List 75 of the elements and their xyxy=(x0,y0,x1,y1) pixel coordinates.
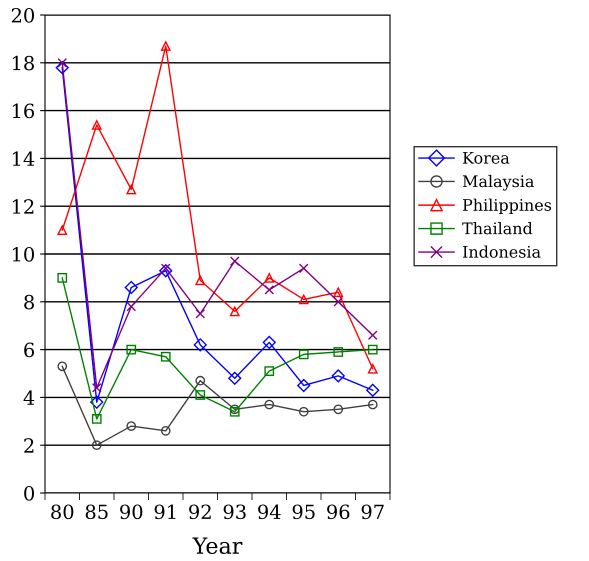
point xyxy=(90,396,104,409)
x-tick-label: 90 xyxy=(120,504,142,520)
point xyxy=(298,350,309,360)
legend-label: Indonesia xyxy=(462,245,541,258)
point xyxy=(368,400,378,410)
point xyxy=(264,366,274,376)
point xyxy=(297,378,310,392)
point xyxy=(264,273,274,283)
point xyxy=(333,287,344,298)
x-tick-label: 96 xyxy=(327,504,350,520)
y-tick-label: 12 xyxy=(12,199,34,214)
point xyxy=(230,306,240,316)
legend-label: Thailand xyxy=(462,222,532,234)
y-tick-label: 14 xyxy=(12,151,34,166)
point xyxy=(264,400,274,410)
point xyxy=(160,41,171,51)
y-tick-label: 6 xyxy=(24,342,34,358)
point xyxy=(230,404,240,414)
x-tick-label: 94 xyxy=(258,504,281,520)
point xyxy=(124,280,138,294)
x-tick-label: 91 xyxy=(154,504,176,520)
y-tick-label: 10 xyxy=(12,246,34,262)
y-tick-label: 16 xyxy=(12,104,34,118)
point xyxy=(368,344,378,354)
y-tick-label: 4 xyxy=(24,390,34,405)
point xyxy=(366,384,380,397)
point xyxy=(57,273,68,283)
x-axis-title: Year xyxy=(192,538,242,554)
point xyxy=(126,421,136,431)
point xyxy=(264,284,274,295)
point xyxy=(230,256,240,266)
x-tick-label: 85 xyxy=(86,504,108,520)
point xyxy=(298,263,309,274)
point xyxy=(160,352,171,362)
point xyxy=(126,344,136,354)
legend-label: Korea xyxy=(462,152,510,164)
y-tick-label: 8 xyxy=(24,294,34,310)
point xyxy=(92,120,102,130)
x-tick-label: 93 xyxy=(224,504,246,520)
point xyxy=(333,296,344,307)
x-tick-label: 92 xyxy=(189,504,211,520)
point xyxy=(333,347,344,357)
point xyxy=(230,406,240,417)
point xyxy=(195,376,206,386)
point xyxy=(333,404,344,414)
point xyxy=(228,372,242,385)
legend-label: Malaysia xyxy=(462,174,534,191)
point xyxy=(126,184,136,194)
point xyxy=(92,414,102,424)
point xyxy=(262,336,276,350)
point xyxy=(195,390,206,400)
point xyxy=(126,302,136,312)
point xyxy=(92,440,102,450)
point xyxy=(195,308,206,319)
point xyxy=(57,225,68,235)
point xyxy=(298,294,309,304)
point xyxy=(368,364,378,374)
point xyxy=(57,361,68,372)
point xyxy=(332,369,345,382)
point xyxy=(368,330,378,340)
point xyxy=(92,382,102,393)
point xyxy=(195,275,206,286)
y-tick-label: 20 xyxy=(12,8,34,23)
point xyxy=(159,264,172,278)
x-tick-label: 97 xyxy=(362,504,384,520)
x-tick-label: 80 xyxy=(51,504,74,520)
point xyxy=(56,60,69,74)
y-tick-label: 18 xyxy=(12,56,34,70)
y-tick-label: 0 xyxy=(24,486,34,501)
y-tick-label: 2 xyxy=(24,438,34,453)
point xyxy=(298,406,309,417)
legend-label: Philippines xyxy=(462,198,552,214)
x-tick-label: 95 xyxy=(292,504,315,520)
point xyxy=(194,338,207,352)
point xyxy=(160,426,171,436)
